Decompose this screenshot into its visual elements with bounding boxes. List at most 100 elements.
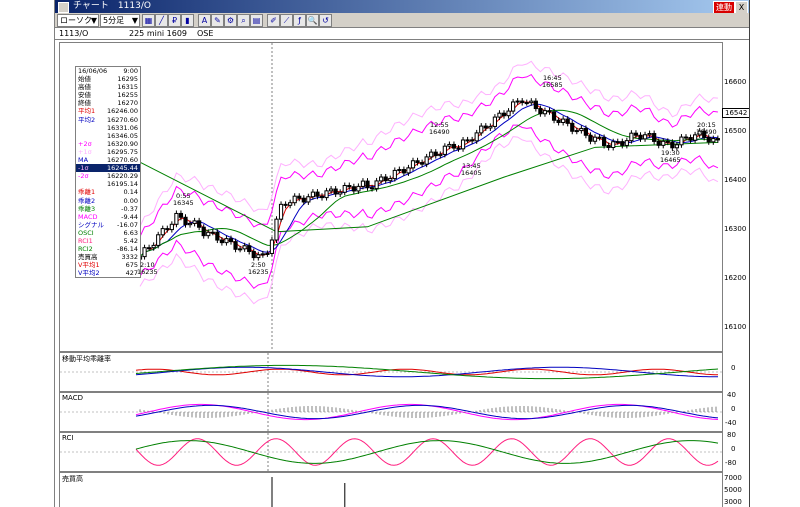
legend-label: MA: [78, 156, 89, 165]
volume-axis-label: 3000: [724, 498, 742, 506]
legend-value: 427: [125, 269, 138, 278]
app-icon: [58, 2, 69, 13]
legend-label: 平均1: [78, 107, 96, 116]
legend-label: 乖離2: [78, 196, 96, 205]
annotation-price: 16490: [696, 128, 717, 136]
annotation-price: 16465: [660, 156, 681, 164]
legend-value: 16246.00: [106, 107, 138, 116]
legend-label: MACD: [78, 212, 98, 221]
legend-row: 16195.14: [76, 180, 140, 188]
candle-body: [224, 238, 229, 244]
price-annotation: 16:45 16585: [542, 75, 563, 89]
interval-select[interactable]: 5分足 ▼: [100, 14, 140, 27]
legend-row: 乖離2 0.00: [76, 197, 140, 205]
candle-body: [520, 100, 525, 104]
candle-body: [351, 186, 356, 192]
symbol-code: 1113/O: [59, 29, 89, 38]
candle-body: [379, 176, 384, 182]
candle-body: [183, 216, 188, 226]
candle-body: [429, 151, 434, 158]
candle-body: [483, 125, 488, 129]
chart-window: チャート 1113/O 連動 X ローソク ▼ 5分足 ▼ ▦ ╱ ₽ ▮ A ✎ ⚙ ⌕ ▤ ✐ ⟋ ƒ…: [54, 0, 750, 507]
candle-body: [524, 102, 529, 105]
candle-body: [479, 125, 484, 134]
volume-icon[interactable]: ▮: [181, 14, 194, 27]
macd-pane[interactable]: MACD: [59, 392, 723, 432]
chart-type-icon[interactable]: ▦: [142, 14, 155, 27]
legend-label: -1σ: [78, 164, 89, 173]
rci-pane[interactable]: RCI: [59, 432, 723, 472]
legend-value: 675: [125, 261, 138, 270]
legend-row: 平均2 16270.60: [76, 116, 140, 124]
legend-value: 16195.14: [106, 180, 138, 189]
candle-body: [447, 143, 452, 147]
legend-value: 16270.60: [106, 115, 138, 124]
price-annotation: 20:15 16490: [696, 122, 717, 136]
search-icon[interactable]: 🔍: [306, 14, 319, 27]
deviation-axis-label: 0: [731, 364, 736, 372]
close-button[interactable]: X: [735, 1, 748, 14]
candle-body: [151, 244, 156, 249]
rci-axis-label: 0: [731, 445, 736, 453]
volume-axis-label: 5000: [724, 486, 742, 494]
candle-body: [165, 228, 170, 231]
price-pane[interactable]: [59, 42, 723, 352]
ticker-icon[interactable]: A: [198, 14, 211, 27]
candle-body: [388, 178, 393, 182]
annotation-price: 16490: [429, 128, 450, 136]
line-icon[interactable]: ╱: [155, 14, 168, 27]
candle-body: [442, 145, 447, 155]
price-annotation: 19:30 16465: [660, 150, 681, 164]
reset-icon[interactable]: ↺: [319, 14, 332, 27]
price-chart: [137, 43, 720, 351]
legend-row: 16346.05: [76, 132, 140, 140]
chart-area[interactable]: 16600 16500 16400 16300 16200 16100 1654…: [55, 40, 749, 507]
candle-body: [624, 140, 629, 146]
candle-body: [556, 119, 561, 123]
chart-type-select[interactable]: ローソク ▼: [57, 14, 99, 27]
zoom-icon[interactable]: ⌕: [237, 14, 250, 27]
filter-icon[interactable]: ▤: [250, 14, 263, 27]
legend-label: 乖離3: [78, 204, 96, 213]
candle-body: [592, 136, 598, 142]
candle-body: [160, 228, 165, 236]
price-annotation: 13:45 16405: [461, 163, 482, 177]
legend-row: 乖離1 0.14: [76, 188, 140, 196]
bollinger-band-line: [139, 60, 718, 228]
drawing-icon[interactable]: ✎: [211, 14, 224, 27]
legend-row: 16/06/06 9:00: [76, 67, 140, 75]
candle-body: [269, 239, 275, 254]
candle-body: [711, 138, 716, 143]
candle-body: [633, 132, 639, 136]
candle-body: [219, 239, 225, 244]
candle-body: [242, 245, 247, 250]
candle-body: [174, 212, 179, 225]
settings-icon[interactable]: ⚙: [224, 14, 237, 27]
candle-body: [551, 111, 557, 121]
legend-row: V平均1 675: [76, 261, 140, 269]
candle-body: [497, 112, 502, 118]
candle-body: [574, 130, 579, 133]
legend-value: 3332: [121, 253, 138, 262]
candle-body: [406, 167, 411, 174]
volume-pane[interactable]: 売買高: [59, 472, 723, 507]
legend-value: 16346.05: [106, 131, 138, 140]
macd-chart: [60, 393, 722, 431]
rci-axis-label: 80: [727, 431, 736, 439]
annotation-time: 13:45: [461, 162, 481, 170]
candle-body: [565, 118, 570, 124]
price-icon[interactable]: ₽: [168, 14, 181, 27]
trend-icon[interactable]: ⟋: [280, 14, 293, 27]
edit-icon[interactable]: ✐: [267, 14, 280, 27]
candle-body: [169, 223, 174, 231]
candle-body: [401, 169, 406, 174]
legend-label: RCI2: [78, 245, 93, 254]
candle-body: [251, 250, 256, 259]
candle-body: [201, 226, 206, 237]
deviation-pane[interactable]: 移動平均乖離率: [59, 352, 723, 392]
chevron-down-icon: ▼: [131, 16, 138, 25]
indicator-icon[interactable]: ƒ: [293, 14, 306, 27]
candle-body: [602, 137, 607, 146]
legend-row: 乖離3 -0.37: [76, 205, 140, 213]
chevron-down-icon: ▼: [90, 16, 97, 25]
